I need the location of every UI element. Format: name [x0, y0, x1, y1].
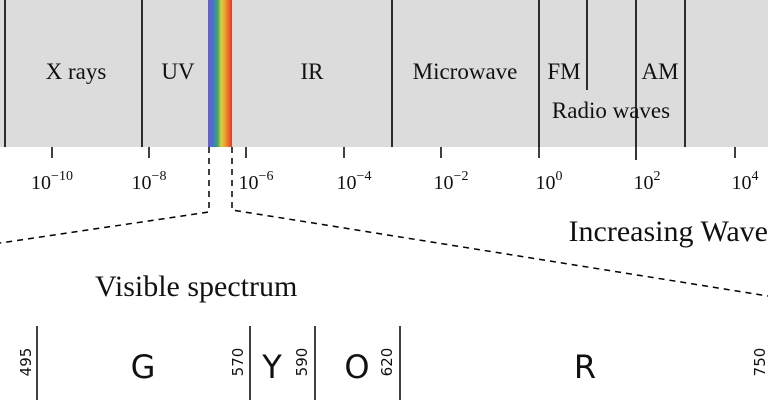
axis-label: Increasing Wave: [569, 215, 768, 248]
wavelength-label: 570: [229, 348, 247, 377]
tick-base: 10: [732, 172, 752, 194]
tick-label: 104: [732, 169, 759, 194]
tick-label: 10−8: [132, 169, 167, 194]
tick-exponent: −6: [259, 169, 274, 184]
tick-label: 10−4: [337, 169, 372, 194]
tick-exponent: −4: [357, 169, 372, 184]
band-label: IR: [301, 59, 325, 84]
band-label: X rays: [46, 59, 107, 84]
color-label: Y: [261, 348, 282, 386]
tick-label: 10−10: [31, 169, 73, 194]
band-dividers: [4, 0, 686, 160]
tick-base: 10: [337, 172, 357, 194]
tick-exponent: −10: [51, 169, 73, 184]
tick-label: 10−6: [239, 169, 274, 194]
tick-exponent: −2: [454, 169, 469, 184]
color-label: G: [131, 348, 156, 386]
tick-exponent: 0: [556, 169, 563, 184]
band-background: [0, 0, 768, 147]
tick-base: 10: [634, 172, 654, 194]
tick-base: 10: [31, 172, 51, 194]
wavelength-label: 495: [17, 348, 35, 377]
tick-exponent: −8: [152, 169, 167, 184]
axis-ticks: [51, 147, 736, 158]
color-label: R: [574, 348, 596, 386]
tick-exponent: 4: [752, 169, 759, 184]
color-dividers: [36, 326, 401, 400]
visible-strip: [208, 0, 232, 147]
tick-base: 10: [239, 172, 259, 194]
tick-label: 100: [536, 169, 563, 194]
tick-label: 102: [634, 169, 661, 194]
tick-label: 10−2: [434, 169, 469, 194]
band-label: Radio waves: [552, 98, 670, 123]
tick-base: 10: [434, 172, 454, 194]
band-label: Microwave: [413, 59, 518, 84]
visible-title: Visible spectrum: [95, 270, 297, 303]
tick-exponent: 2: [654, 169, 661, 184]
band-label: AM: [641, 59, 678, 84]
wavelength-label: 750: [751, 348, 768, 377]
tick-base: 10: [536, 172, 556, 194]
band-label: FM: [547, 59, 580, 84]
tick-base: 10: [132, 172, 152, 194]
color-label: O: [344, 348, 369, 386]
wavelength-label: 620: [378, 348, 396, 377]
wavelength-label: 590: [293, 348, 311, 377]
band-label: UV: [161, 59, 195, 84]
